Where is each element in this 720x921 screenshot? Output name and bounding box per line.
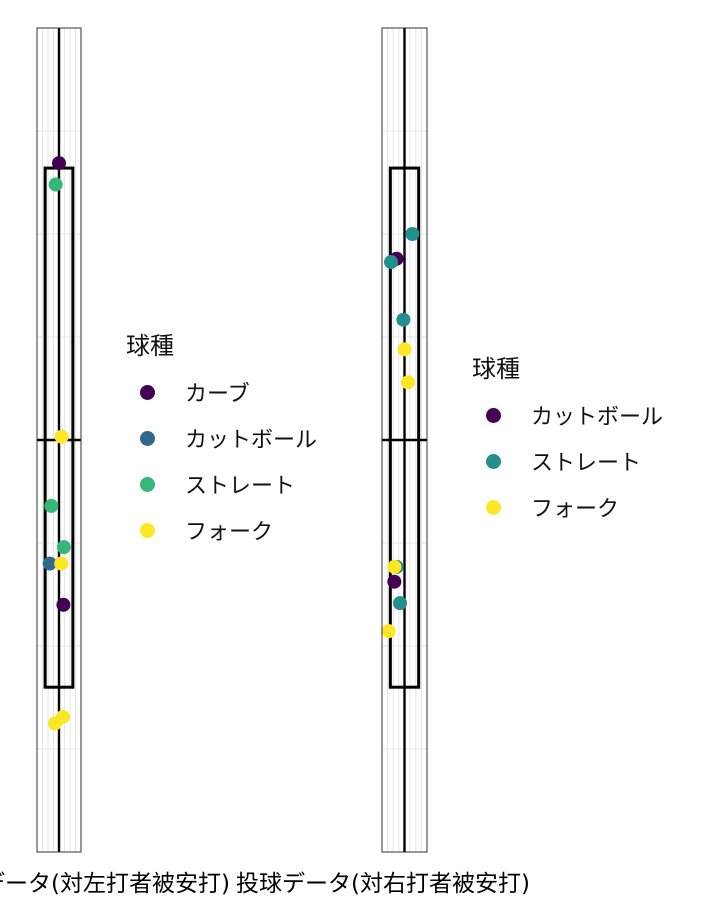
data-point	[397, 342, 412, 357]
data-point	[405, 227, 420, 241]
data-point	[54, 556, 69, 571]
legend-label: カーブ	[185, 382, 250, 407]
data-point	[396, 312, 411, 327]
legend-label: カットボール	[531, 405, 664, 430]
legend-item: カットボール	[472, 392, 663, 438]
caption-right: 投球データ(対右打者被安打)	[236, 871, 530, 897]
data-point	[56, 597, 71, 612]
legend-item: ストレート	[126, 461, 317, 507]
data-point	[387, 559, 402, 574]
data-point	[56, 540, 71, 555]
legend-item: カットボール	[126, 415, 317, 461]
left-batter-panel	[36, 27, 82, 853]
legend-left: 球種 カーブカットボール ストレートフォーク	[126, 326, 317, 553]
data-point	[393, 596, 407, 611]
data-point	[48, 177, 63, 192]
legend-marker	[486, 499, 501, 515]
legend-item: フォーク	[126, 507, 317, 553]
data-point	[55, 709, 70, 724]
plot-border	[36, 27, 82, 853]
data-point	[381, 624, 396, 639]
legend-label: フォーク	[185, 520, 274, 545]
legend-marker	[140, 384, 155, 400]
caption-left: 投球データ(対左打者被安打)	[0, 871, 230, 897]
data-point	[387, 574, 402, 589]
legend-marker	[140, 430, 155, 446]
legend-label: フォーク	[531, 497, 620, 522]
data-point	[44, 498, 59, 513]
plot-border	[381, 27, 428, 853]
legend-label: カットボール	[185, 428, 318, 453]
legend-item: ストレート	[472, 438, 663, 484]
legend-label: ストレート	[531, 451, 642, 476]
right-batter-panel	[381, 27, 428, 853]
data-point	[54, 429, 69, 444]
legend-item: カーブ	[126, 369, 317, 415]
data-point	[42, 556, 57, 571]
legend-title: 球種	[472, 355, 520, 383]
data-point	[384, 255, 398, 270]
legend-marker	[140, 476, 155, 492]
data-point	[400, 375, 415, 390]
legend-marker	[486, 453, 501, 469]
legend-title: 球種	[126, 332, 174, 360]
legend-item: フォーク	[472, 484, 663, 530]
legend-right: 球種 カットボール ストレートフォーク	[472, 349, 663, 530]
legend-marker	[486, 407, 501, 423]
legend-label: ストレート	[185, 474, 296, 499]
data-point	[52, 156, 66, 171]
legend-marker	[140, 522, 155, 538]
